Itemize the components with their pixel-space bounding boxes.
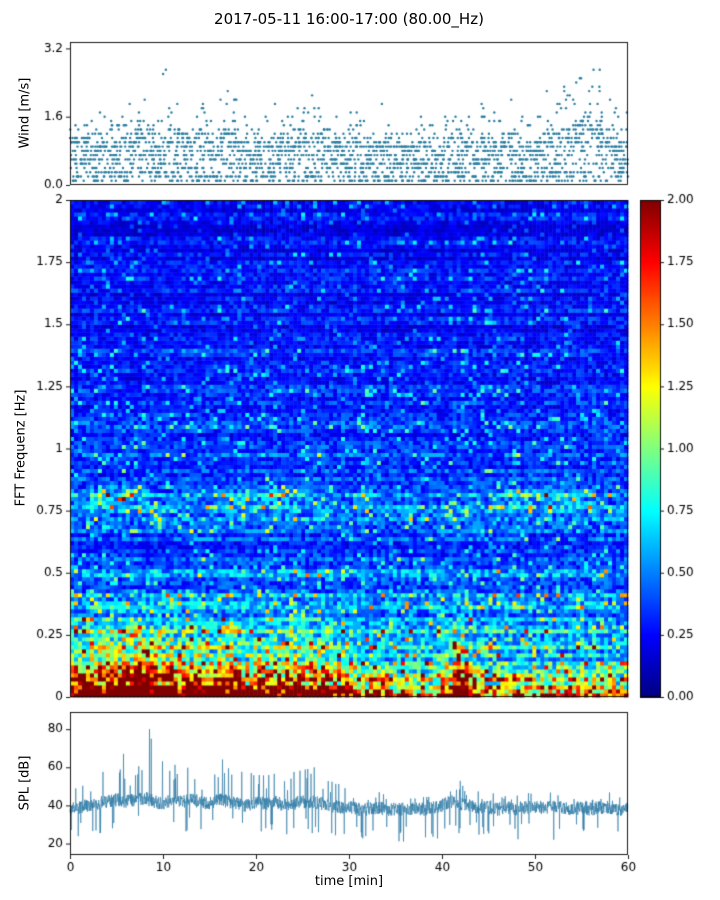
time-xlabel: time [min] (314, 874, 384, 889)
fft-ylabel: FFT Frequenz [Hz] (13, 389, 29, 507)
spl-ylabel: SPL [dB] (17, 755, 33, 811)
wind-ylabel: Wind [m/s] (17, 77, 33, 149)
figure-title: 2017-05-11 16:00-17:00 (80.00_Hz) (214, 10, 484, 28)
